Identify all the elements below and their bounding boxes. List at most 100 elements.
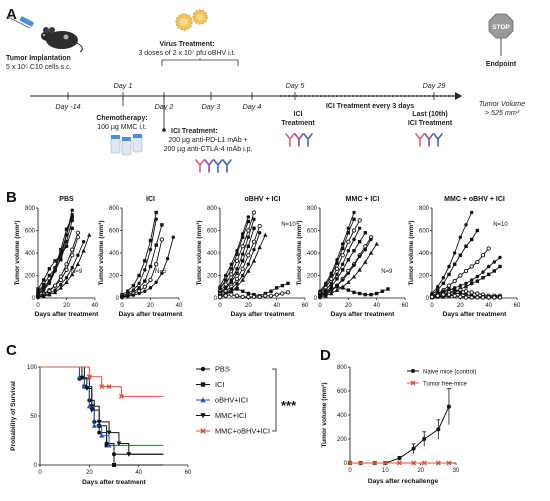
data-point: [458, 273, 463, 278]
data-point: [441, 289, 446, 293]
day-2: Day 2: [155, 102, 174, 111]
antibody-stroke: [415, 133, 425, 147]
data-point: [154, 210, 158, 215]
x-tick-label: 20: [86, 470, 93, 476]
timeline-arrowhead: [455, 92, 462, 100]
data-point: [363, 247, 368, 252]
data-point: [263, 232, 268, 237]
data-point: [64, 276, 69, 280]
data-point: [380, 289, 385, 293]
data-point: [452, 288, 457, 292]
endpoint-line2: > 525 mm³: [485, 108, 520, 117]
data-point: [374, 241, 379, 246]
data-point: [137, 273, 141, 278]
data-point: [64, 227, 69, 232]
data-point: [229, 289, 234, 293]
data-point: [86, 403, 92, 409]
data-point: [36, 289, 40, 293]
data-point: [492, 269, 497, 273]
y-axis-label: Tumor volume (mm³): [296, 220, 303, 285]
data-point: [329, 287, 334, 291]
data-point: [441, 281, 446, 286]
data-point: [47, 267, 52, 271]
x-tick-label: 10: [382, 468, 389, 474]
data-point: [223, 291, 228, 296]
y-tick-label: 0: [32, 296, 36, 302]
x-axis-label: Days after treatment: [231, 311, 296, 318]
data-point: [148, 286, 153, 290]
legend-entry: ICI: [196, 380, 224, 389]
y-tick-label: 400: [307, 251, 318, 257]
data-point: [70, 226, 74, 230]
data-point: [464, 223, 468, 227]
data-point: [329, 276, 334, 282]
data-point: [143, 259, 147, 263]
data-point: [200, 366, 206, 372]
sample-size-label: N=9: [71, 269, 83, 275]
day-29: Day 29: [423, 81, 446, 90]
data-point: [492, 295, 497, 300]
antibody-icon: [195, 159, 232, 173]
y-axis-label: Tumor volume (mm³): [196, 220, 203, 285]
x-tick-label: 0: [318, 303, 322, 309]
series-path: [350, 406, 450, 464]
data-point: [463, 295, 469, 300]
data-point: [251, 210, 257, 215]
data-point: [469, 264, 474, 269]
legend-label: Tumor free-mice: [423, 381, 467, 387]
series-path: [319, 239, 372, 297]
virus-title: Virus Treatment:: [159, 41, 214, 48]
data-point: [64, 240, 69, 244]
data-point: [269, 289, 273, 293]
data-point: [81, 248, 86, 253]
antibody-shape: [204, 159, 214, 173]
data-point: [240, 294, 245, 300]
rechallenge-chart: 0 200 400 600 800 0 10 20 30 Days after rechallen…: [321, 365, 476, 485]
data-point: [47, 292, 52, 297]
panel-b-letter: B: [6, 189, 17, 206]
data-point: [475, 228, 480, 233]
data-point: [436, 427, 441, 432]
data-point: [70, 215, 74, 219]
data-point: [252, 292, 256, 297]
data-point: [42, 278, 46, 282]
data-point: [246, 291, 251, 296]
data-point: [480, 253, 486, 258]
data-point: [246, 235, 251, 239]
data-point: [229, 272, 234, 277]
data-point: [217, 294, 223, 300]
data-point: [323, 283, 328, 288]
data-point: [475, 279, 480, 283]
data-point: [235, 287, 239, 291]
data-point: [97, 430, 102, 435]
data-point: [84, 386, 90, 392]
data-point: [458, 235, 463, 239]
data-point: [469, 237, 474, 242]
series-line: [35, 232, 92, 299]
data-point: [458, 294, 463, 300]
data-point: [363, 231, 368, 235]
series-line: [120, 235, 175, 299]
data-point: [64, 267, 69, 273]
data-point: [357, 218, 362, 223]
data-point: [475, 295, 480, 300]
sample-size-label: N=9: [381, 269, 393, 275]
data-point: [52, 290, 58, 295]
legend-label: PBS: [215, 365, 230, 374]
data-point: [441, 276, 446, 280]
y-tick-label: 800: [307, 206, 318, 212]
virus-bracket: [161, 58, 239, 66]
data-point: [346, 231, 351, 235]
y-tick-label: 0: [314, 296, 318, 302]
data-point: [386, 287, 390, 291]
data-point: [382, 460, 388, 466]
day-minus-14: Day -14: [55, 102, 80, 111]
day-3: Day 3: [202, 102, 221, 111]
data-point: [223, 273, 228, 278]
x-tick-label: 40: [273, 303, 280, 309]
data-point: [411, 446, 416, 451]
data-point: [47, 273, 52, 278]
survival-path: [40, 366, 164, 397]
data-point: [240, 252, 245, 256]
